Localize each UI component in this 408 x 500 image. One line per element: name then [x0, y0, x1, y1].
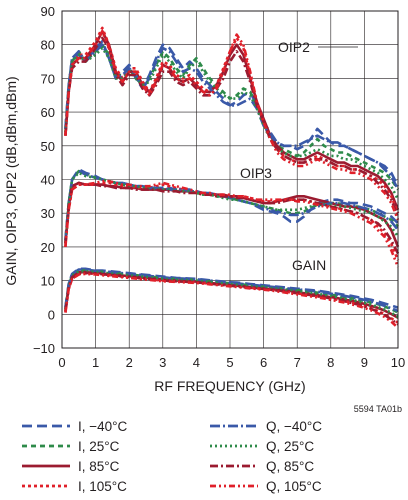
x-tick-label: 0 — [58, 355, 65, 370]
y-tick-label: 90 — [41, 4, 55, 19]
y-tick-label: 60 — [41, 105, 55, 120]
series-line-oip2 — [64, 36, 400, 218]
annotation-oip3: OIP3 — [240, 165, 272, 181]
series-line-oip2 — [64, 46, 400, 201]
x-tick-label: 4 — [193, 355, 200, 370]
series-line-oip2 — [64, 29, 400, 221]
x-tick-label: 5 — [226, 355, 233, 370]
series-line-gain — [64, 269, 399, 319]
series-line-oip3 — [64, 181, 400, 255]
y-tick-label: 40 — [41, 173, 55, 188]
x-tick-label: 3 — [159, 355, 166, 370]
x-tick-label: 7 — [294, 355, 301, 370]
series-line-gain — [64, 268, 399, 313]
x-tick-label: 2 — [126, 355, 133, 370]
legend-label: Q, −40°C — [266, 419, 322, 434]
legend-label: I, 85°C — [78, 459, 120, 474]
y-tick-label: 80 — [41, 38, 55, 53]
x-tick-label: 1 — [92, 355, 99, 370]
x-axis-title: RF FREQUENCY (GHz) — [154, 378, 305, 394]
series-line-gain — [64, 270, 399, 319]
plot-frame — [61, 10, 399, 349]
series-line-oip3 — [64, 179, 400, 268]
series-line-oip3 — [64, 181, 400, 261]
legend-label: Q, 25°C — [266, 439, 314, 454]
legend-label: Q, 85°C — [266, 459, 314, 474]
legend-label: Q, 105°C — [266, 479, 322, 494]
x-tick-label: 10 — [391, 355, 405, 370]
series-layer — [64, 26, 400, 329]
figure-code: 5594 TA01b — [354, 404, 402, 414]
annotation-oip2: OIP2 — [278, 39, 310, 55]
series-line-gain — [64, 272, 399, 329]
legend: I, −40°C I, 25°C I, 85°C I, 105°C Q, −40°C Q,… — [22, 419, 322, 494]
legend-label: I, 25°C — [78, 439, 120, 454]
y-tick-label: 70 — [41, 71, 55, 86]
y-axis-title: GAIN, OIP3, OIP2 (dB,dBm,dBm) — [3, 76, 19, 285]
x-tick-label: 9 — [361, 355, 368, 370]
annotation-gain: GAIN — [292, 257, 326, 273]
series-line-oip3 — [64, 181, 400, 248]
legend-label: I, −40°C — [78, 419, 128, 434]
legend-label: I, 105°C — [78, 479, 127, 494]
series-line-oip3 — [64, 168, 399, 241]
x-tick-label: 8 — [327, 355, 334, 370]
y-tick-label: 20 — [41, 240, 55, 255]
y-tick-label: 10 — [41, 274, 55, 289]
x-tick-label: 6 — [260, 355, 267, 370]
y-tick-label: −10 — [33, 341, 55, 356]
y-tick-label: 50 — [41, 139, 55, 154]
y-tick-label: 0 — [48, 307, 55, 322]
y-tick-label: 30 — [41, 206, 55, 221]
